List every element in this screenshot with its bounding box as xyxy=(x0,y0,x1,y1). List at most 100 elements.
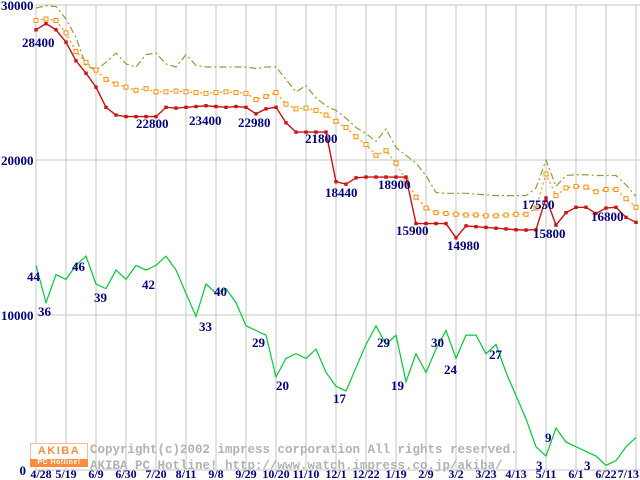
data-point-marker xyxy=(263,93,269,99)
data-point-marker xyxy=(213,90,219,96)
price-point-label: 15900 xyxy=(396,223,429,238)
count-point-label: 19 xyxy=(391,378,405,393)
count-point-label: 3 xyxy=(536,458,543,473)
data-point-marker xyxy=(103,76,109,82)
data-point-marker xyxy=(534,228,538,232)
count-point-label: 27 xyxy=(489,347,503,362)
data-point-marker xyxy=(563,185,569,191)
x-axis-tick-label: 7/13 xyxy=(618,467,639,480)
price-point-label: 22980 xyxy=(238,115,271,130)
data-point-marker xyxy=(503,212,509,218)
data-point-marker xyxy=(84,71,88,75)
data-point-marker xyxy=(314,130,318,134)
x-axis-tick-label: 8/11 xyxy=(176,467,197,480)
data-point-marker xyxy=(274,105,278,109)
data-point-marker xyxy=(133,87,139,93)
data-point-marker xyxy=(544,196,548,200)
data-point-marker xyxy=(444,221,448,226)
data-point-marker xyxy=(244,105,248,109)
x-axis-tick-label: 6/22 xyxy=(595,467,616,480)
data-point-marker xyxy=(234,104,238,109)
data-point-marker xyxy=(143,86,149,92)
data-point-marker xyxy=(464,224,468,228)
data-point-marker xyxy=(554,223,558,227)
price-point-label: 17550 xyxy=(522,197,555,212)
data-point-marker xyxy=(623,196,629,202)
data-point-marker xyxy=(214,104,218,109)
x-axis-tick-label: 2/9 xyxy=(418,467,433,480)
gridlines xyxy=(35,4,640,471)
x-axis-tick-label: 12/1 xyxy=(325,467,346,480)
data-point-marker xyxy=(513,211,519,217)
data-point-marker xyxy=(164,105,168,109)
data-point-marker xyxy=(53,18,59,23)
data-point-marker xyxy=(434,221,438,226)
data-point-marker xyxy=(83,59,89,65)
count-point-label: 40 xyxy=(214,284,227,299)
count-point-label: 9 xyxy=(545,430,552,445)
x-axis-tick-label: 3/23 xyxy=(475,467,496,480)
akiba-logo-text: AKIBA xyxy=(30,443,88,459)
copyright-line1: Copyright(c)2002 impress corporation All… xyxy=(90,443,518,457)
data-point-marker xyxy=(404,175,408,179)
data-point-marker xyxy=(154,114,158,119)
data-point-marker xyxy=(94,85,98,89)
data-point-marker xyxy=(323,112,329,118)
data-point-marker xyxy=(354,176,358,180)
price-point-label: 14980 xyxy=(447,238,480,253)
data-point-marker xyxy=(313,107,319,113)
data-point-marker xyxy=(454,236,458,240)
y-axis-tick-label: 30000 xyxy=(1,0,34,13)
data-point-marker xyxy=(493,213,499,219)
series-top-dashed-line xyxy=(35,5,637,197)
data-point-marker xyxy=(294,130,298,134)
data-point-marker xyxy=(494,226,498,230)
count-point-label: 46 xyxy=(72,259,86,274)
data-point-marker xyxy=(114,113,118,117)
data-point-marker xyxy=(344,182,348,186)
x-axis-tick-label: 11/10 xyxy=(293,467,320,480)
y-axis-tick-label: 20000 xyxy=(1,153,34,168)
data-point-marker xyxy=(43,16,49,22)
data-point-marker xyxy=(193,90,199,96)
data-point-marker xyxy=(243,90,249,96)
data-point-marker xyxy=(463,212,469,218)
data-point-marker xyxy=(383,148,389,154)
data-point-marker xyxy=(54,28,58,32)
count-point-label: 17 xyxy=(333,391,347,406)
count-point-label: 29 xyxy=(252,335,266,350)
akiba-pc-hotline-logo: AKIBA PC Hotline! xyxy=(30,443,88,467)
data-point-marker xyxy=(613,186,619,192)
copyright-line2: AKIBA PC Hotline! http://www.watch.impre… xyxy=(90,459,503,473)
data-point-marker xyxy=(453,211,459,217)
x-axis-tick-label: 5/11 xyxy=(536,467,557,480)
data-point-marker xyxy=(483,213,489,219)
price-point-label: 16800 xyxy=(591,209,624,224)
data-point-marker xyxy=(293,106,299,112)
data-point-marker xyxy=(334,180,338,184)
data-point-marker xyxy=(484,225,488,230)
count-point-label: 20 xyxy=(276,378,289,393)
data-point-marker xyxy=(233,90,239,96)
data-point-marker xyxy=(363,142,369,147)
data-point-marker xyxy=(624,215,628,220)
data-point-marker xyxy=(144,114,148,119)
data-point-marker xyxy=(134,114,138,119)
count-point-label: 36 xyxy=(38,304,52,319)
count-point-label: 44 xyxy=(27,269,41,284)
data-point-marker xyxy=(443,210,449,216)
data-point-marker xyxy=(333,118,339,124)
count-point-label: 29 xyxy=(377,335,391,350)
data-point-marker xyxy=(504,227,508,231)
series-green-count-line xyxy=(35,255,637,467)
data-point-marker xyxy=(414,221,418,226)
data-point-marker xyxy=(223,89,229,95)
data-point-marker xyxy=(73,49,79,54)
data-point-marker xyxy=(153,89,159,95)
price-point-label: 15800 xyxy=(533,226,566,241)
price-point-label: 22800 xyxy=(136,116,169,131)
data-point-marker xyxy=(523,211,529,217)
data-point-marker xyxy=(44,21,48,26)
